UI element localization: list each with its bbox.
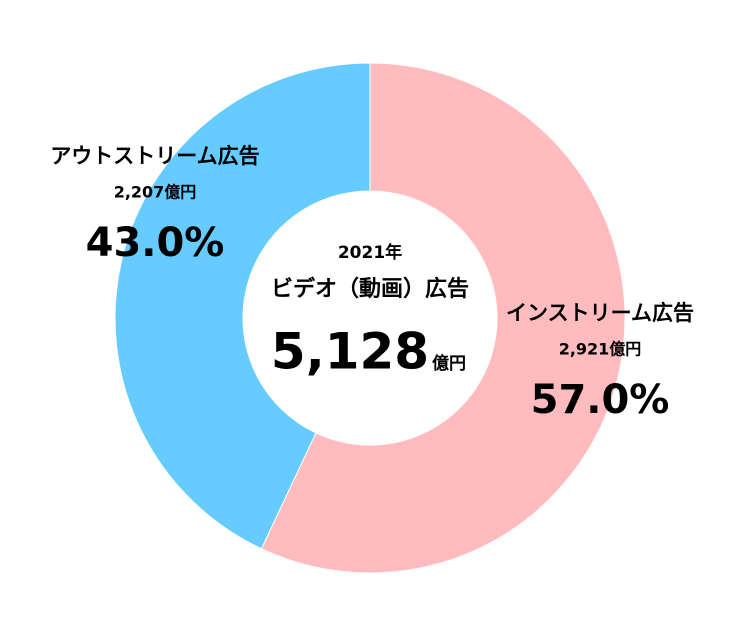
segment-label: アウトストリーム広告: [50, 144, 259, 168]
segment-label: インストリーム広告: [506, 301, 694, 325]
amount-label: 2,207億円: [114, 183, 197, 202]
chart-subtitle: 2021年: [338, 242, 402, 263]
amount-label: 2,921億円: [559, 340, 642, 359]
value-label: 57.0%: [531, 377, 670, 423]
total-value: 5,128: [271, 323, 429, 381]
value-label: 43.0%: [86, 220, 225, 266]
total-unit: 億円: [432, 353, 466, 374]
donut-segment: [114, 62, 371, 550]
donut-segment: [260, 62, 626, 574]
chart-title: ビデオ（動画）広告: [271, 276, 469, 302]
